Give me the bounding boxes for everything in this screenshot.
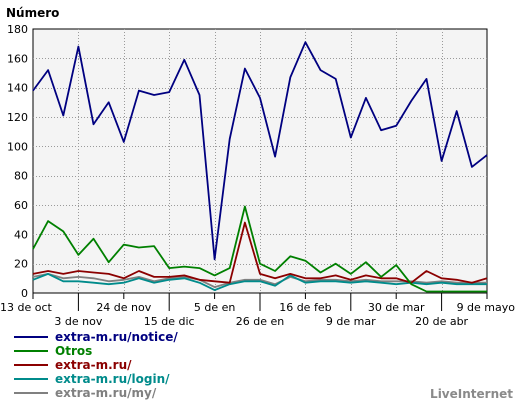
x-tick-label: 15 de dic <box>144 315 195 328</box>
x-tick-label: 16 de feb <box>279 301 331 314</box>
legend-label: extra-m.ru/ <box>55 358 132 372</box>
y-tick-label: 180 <box>7 23 28 36</box>
y-tick-label: 160 <box>7 52 28 65</box>
y-tick-label: 80 <box>14 170 28 183</box>
y-tick-label: 40 <box>14 228 28 241</box>
y-tick-label: 120 <box>7 111 28 124</box>
legend-label: Otros <box>55 344 92 358</box>
legend-label: extra-m.ru/login/ <box>55 372 170 386</box>
brand-label: LiveInternet <box>430 387 513 401</box>
x-tick-label: 5 de en <box>194 301 236 314</box>
x-tick-label: 26 de en <box>236 315 285 328</box>
y-tick-label: 60 <box>14 199 28 212</box>
legend-label: extra-m.ru/notice/ <box>55 330 178 344</box>
y-tick-label: 20 <box>14 258 28 271</box>
legend: extra-m.ru/notice/Otrosextra-m.ru/extra-… <box>14 330 178 400</box>
y-tick-label: 100 <box>7 140 28 153</box>
x-tick-label: 20 de abr <box>415 315 468 328</box>
y-tick-label: 0 <box>21 287 28 300</box>
x-tick-label: 13 de oct <box>0 301 53 314</box>
x-tick-label: 3 de nov <box>54 315 102 328</box>
y-tick-label: 140 <box>7 82 28 95</box>
series-lines <box>32 41 488 293</box>
series-line <box>32 41 488 261</box>
x-tick-label: 9 de mayo <box>457 301 516 314</box>
y-axis-title: Número <box>6 6 59 20</box>
series-line <box>32 272 487 289</box>
series-line <box>32 221 488 284</box>
y-axis: 0 20 40 60 80 100 120 140 160 180 <box>7 23 28 300</box>
x-tick-label: 24 de nov <box>96 301 151 314</box>
series-line <box>32 205 487 293</box>
x-tick-label: 9 de mar <box>326 315 376 328</box>
legend-label: extra-m.ru/my/ <box>55 386 157 400</box>
x-tick-label: 30 de mar <box>368 301 425 314</box>
grid <box>33 29 487 293</box>
